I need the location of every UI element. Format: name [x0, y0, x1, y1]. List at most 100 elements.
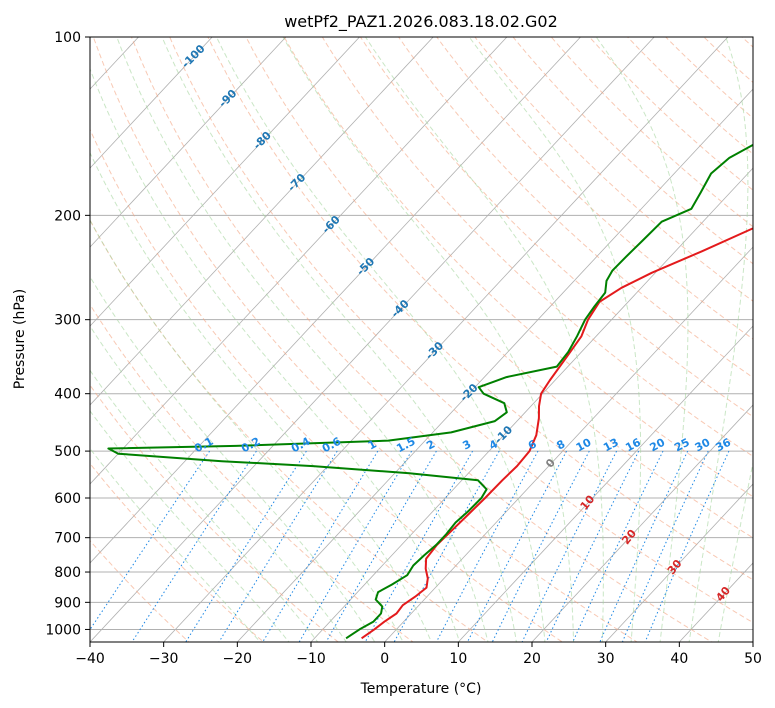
dry-adiabat-line [703, 37, 753, 84]
dewpoint-profile-line [107, 143, 753, 640]
dry-adiabat-line [90, 303, 414, 642]
isotherm-line [90, 37, 434, 406]
mixing-ratio-label: 13 [601, 436, 621, 455]
dry-adiabat-line [90, 128, 564, 642]
mixing-ratio-labels: 0.1 0.2 0.4 0.6 1 1.5 2 3 4 6 8 10 13 16 20 25 30 36 [192, 435, 733, 456]
x-tick-label: 50 [744, 651, 762, 667]
moist-adiabat-line [90, 410, 290, 642]
moist-adiabat-line [90, 447, 261, 642]
moist-adiabat-line [90, 67, 461, 642]
mixing-ratio-line [90, 450, 211, 631]
y-tick-label: 700 [54, 531, 81, 547]
mixing-ratio-line [364, 450, 474, 642]
mixing-ratio-line [393, 450, 500, 642]
mixing-ratio-label: 0.6 [320, 435, 344, 456]
isotherm-line [384, 246, 753, 642]
dry-adiabat-line [626, 37, 753, 155]
isotherm-line [678, 562, 753, 642]
isotherm-line [310, 167, 753, 642]
dry-adiabat-line [754, 13, 775, 677]
moist-adiabat-line [717, 460, 753, 642]
mixing-ratio-label: 30 [693, 436, 713, 455]
y-tick-label: 600 [54, 491, 81, 507]
dry-adiabat-line [92, 37, 638, 642]
dry-adiabat-line [207, 37, 753, 581]
mixing-ratio-line [298, 450, 413, 642]
moist-adiabat-line [116, 37, 489, 642]
mixing-ratio-label: 25 [672, 436, 692, 455]
x-axis: −40 −30 −20 −10 0 10 20 30 40 50 [75, 642, 762, 667]
mixing-ratio-label: 1 [366, 437, 379, 452]
isotherm-line [90, 37, 213, 169]
mixing-ratio-label: 8 [554, 437, 567, 452]
moist-adiabat-line [215, 37, 546, 642]
mixing-ratio-label: 0.4 [289, 435, 313, 456]
isotherm-line [90, 37, 287, 248]
isotherm-line [90, 37, 361, 327]
dry-adiabat-line [474, 37, 753, 302]
x-tick-label: −30 [149, 651, 179, 667]
x-tick-label: 0 [380, 651, 389, 667]
mixing-ratio-line [466, 450, 568, 642]
y-tick-label: 1000 [45, 622, 81, 638]
dry-adiabat-line [436, 37, 753, 340]
y-axis: 100 200 300 400 500 600 700 800 900 1000 [45, 30, 90, 638]
dry-adiabat-line [359, 37, 753, 418]
y-axis-label: Pressure (hPa) [12, 289, 28, 389]
chart-title: wetPf2_PAZ1.2026.083.18.02.G02 [284, 12, 558, 32]
moist-adiabat-line [364, 37, 604, 642]
mixing-ratio-label: 6 [526, 437, 539, 452]
plot-clip-group [90, 13, 775, 677]
dry-adiabat-line [512, 37, 753, 265]
mixing-ratio-line [491, 450, 590, 642]
dry-adiabat-line [741, 37, 753, 48]
x-tick-label: 40 [670, 651, 688, 667]
moist-adiabat-line [90, 151, 432, 642]
plot-area: 0.1 0.2 0.4 0.6 1 1.5 2 3 4 6 8 10 13 16 20 25 30 36-100-… [90, 13, 775, 677]
x-tick-label: −10 [296, 651, 326, 667]
mixing-ratio-label: 0.1 [192, 435, 215, 456]
dry-adiabat-labels: -100-90-80-70-60-50-40-30-20-10 [179, 42, 515, 447]
mixing-ratio-label: 16 [623, 436, 643, 455]
x-tick-label: 10 [449, 651, 467, 667]
isotherm-line [236, 88, 753, 642]
mixing-ratio-line [545, 450, 640, 642]
y-tick-label: 500 [54, 444, 81, 460]
mixing-ratio-label: 0.2 [239, 435, 262, 456]
moist-adiabat-line [90, 369, 319, 642]
plot-frame [89, 36, 754, 643]
y-tick-label: 100 [54, 30, 81, 46]
moist-adiabat-line [688, 37, 749, 642]
x-tick-label: 30 [597, 651, 615, 667]
mixing-ratio-line [621, 450, 709, 642]
dry-adiabat-line [90, 462, 265, 642]
mixing-ratio-line [521, 450, 618, 642]
dry-adiabat-line [245, 37, 753, 539]
mixing-ratio-line [599, 450, 689, 642]
x-axis-label: Temperature (°C) [360, 681, 482, 697]
x-tick-label: −40 [75, 651, 105, 667]
moist-adiabat-line [161, 37, 517, 642]
isotherm-line [457, 325, 753, 642]
mixing-ratio-line [435, 450, 539, 642]
y-tick-label: 900 [54, 595, 81, 611]
mixing-ratio-label: 20 [648, 436, 668, 455]
mixing-ratio-line [262, 450, 379, 642]
dry-adiabat-line [90, 539, 190, 642]
mixing-ratio-label: 3 [460, 437, 473, 452]
dry-adiabat-line [321, 37, 753, 457]
mixing-ratio-label: 10 [574, 436, 594, 455]
x-tick-label: 20 [523, 651, 541, 667]
moist-adiabat-line [468, 37, 642, 642]
y-tick-label: 800 [54, 565, 81, 581]
isotherm-line [605, 483, 753, 642]
mixing-ratio-line [572, 450, 664, 642]
y-tick-label: 200 [54, 208, 81, 224]
isotherm-line [90, 37, 582, 564]
dry-adiabat-line [130, 37, 713, 642]
y-tick-label: 300 [54, 313, 81, 329]
dry-adiabat-line [169, 37, 753, 624]
isotherm-line [90, 37, 655, 642]
moist-adiabat-line [282, 37, 575, 642]
isotherm-line [90, 37, 508, 485]
